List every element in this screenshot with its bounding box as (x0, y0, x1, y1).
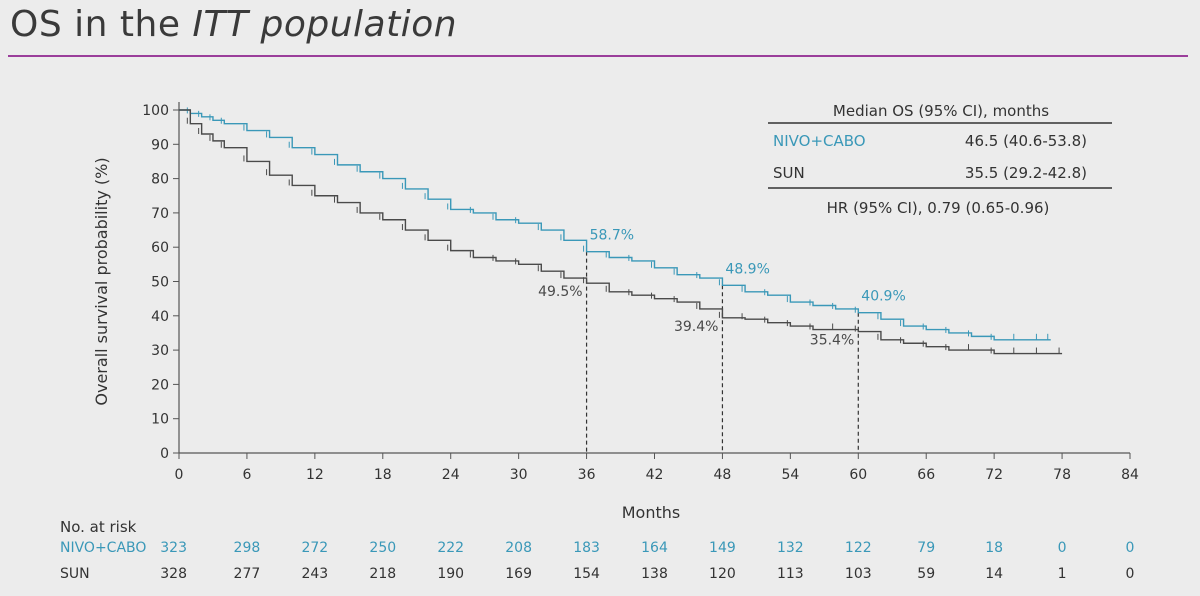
at-risk-value: 222 (437, 540, 465, 556)
x-tick-label: 54 (781, 467, 799, 483)
title-divider (8, 55, 1188, 57)
x-tick-label: 30 (510, 467, 528, 483)
y-tick-label: 20 (151, 377, 169, 393)
at-risk-value: 323 (160, 540, 187, 556)
data-label-nivo-cabo: 58.7% (590, 228, 634, 244)
at-risk-value: 122 (844, 540, 872, 556)
at-risk-value: 0 (1125, 540, 1135, 556)
y-axis-label: Overall survival probability (%) (92, 157, 111, 405)
y-tick-label: 60 (151, 240, 169, 256)
x-tick-label: 66 (917, 467, 935, 483)
at-risk-value: 0 (1125, 566, 1135, 582)
x-tick-label: 12 (306, 467, 324, 483)
x-tick-label: 84 (1121, 467, 1139, 483)
at-risk-value: 164 (641, 540, 668, 556)
data-label-sun: 49.5% (538, 284, 582, 300)
at-risk-value: 18 (985, 540, 1004, 556)
at-risk-value: 183 (573, 540, 600, 556)
x-tick-label: 48 (714, 467, 732, 483)
at-risk-title: No. at risk (60, 518, 137, 536)
chart-axes: 0 10 20 30 40 50 60 70 80 90 100 0 6 12 18 24 30 36 42 48 54… (92, 102, 1139, 522)
at-risk-value: 113 (776, 566, 804, 582)
x-tick-label: 18 (374, 467, 392, 483)
at-risk-value: 243 (301, 566, 329, 582)
at-risk-value: 14 (985, 566, 1004, 582)
y-tick-label: 80 (151, 172, 169, 188)
at-risk-value: 120 (709, 566, 736, 582)
median-table: Median OS (95% CI), months NIVO+CABO 46.5 … (768, 102, 1112, 217)
x-tick-label: 72 (985, 467, 1003, 483)
at-risk-value: 138 (641, 566, 668, 582)
at-risk-value: 0 (1057, 540, 1067, 556)
y-tick-label: 100 (142, 103, 169, 119)
series-lines (179, 107, 1063, 355)
at-risk-value: 59 (917, 566, 936, 582)
at-risk-value: 298 (233, 540, 261, 556)
median-table-header: Median OS (95% CI), months (833, 102, 1049, 120)
y-tick-label: 70 (151, 206, 169, 222)
at-risk-value: 1 (1057, 566, 1067, 582)
x-tick-label: 60 (849, 467, 867, 483)
at-risk-value: 328 (160, 566, 187, 582)
at-risk-value: 277 (233, 566, 261, 582)
title-italic: ITT population (192, 4, 458, 45)
at-risk-value: 190 (437, 566, 465, 582)
y-tick-label: 90 (151, 137, 169, 153)
y-tick-label: 40 (151, 309, 169, 325)
at-risk-value: 272 (301, 540, 329, 556)
at-risk-row-name: SUN (60, 566, 90, 582)
at-risk-value: 79 (917, 540, 936, 556)
page-title: OS in the ITT population (10, 4, 457, 45)
data-label-sun: 35.4% (810, 333, 854, 349)
at-risk-value: 169 (505, 566, 532, 582)
x-tick-label: 36 (578, 467, 596, 483)
x-tick-label: 24 (442, 467, 460, 483)
y-tick-label: 30 (151, 343, 169, 359)
median-table-value: 46.5 (40.6-53.8) (965, 132, 1087, 150)
x-tick-label: 78 (1053, 467, 1071, 483)
y-tick-label: 0 (160, 446, 169, 462)
at-risk-value: 103 (844, 566, 872, 582)
reference-lines (585, 251, 859, 453)
data-label-nivo-cabo: 48.9% (725, 261, 769, 277)
at-risk-row-name: NIVO+CABO (60, 540, 147, 556)
series-line-sun (179, 109, 1063, 355)
at-risk-value: 149 (709, 540, 736, 556)
title-plain: OS in the (10, 4, 193, 45)
annotations: 58.7% 48.9% 40.9% 49.5% 39.4% 35.4% (538, 228, 906, 349)
median-table-value: 35.5 (29.2-42.8) (965, 164, 1087, 182)
x-tick-label: 42 (646, 467, 664, 483)
at-risk-value: 154 (573, 566, 600, 582)
x-axis-label: Months (622, 503, 680, 522)
data-label-nivo-cabo: 40.9% (861, 289, 905, 305)
data-label-sun: 39.4% (674, 319, 718, 335)
median-table-name: NIVO+CABO (773, 132, 866, 150)
x-tick-label: 6 (242, 467, 251, 483)
x-tick-label: 0 (175, 467, 184, 483)
y-tick-label: 10 (151, 412, 169, 428)
at-risk-value: 218 (369, 566, 397, 582)
at-risk-value: 132 (776, 540, 804, 556)
median-table-name: SUN (773, 164, 805, 182)
y-tick-label: 50 (151, 275, 169, 291)
at-risk-value: 208 (505, 540, 532, 556)
series-line-nivo-cabo (179, 109, 1051, 341)
median-table-hr: HR (95% CI), 0.79 (0.65-0.96) (827, 199, 1050, 217)
at-risk-value: 250 (369, 540, 397, 556)
